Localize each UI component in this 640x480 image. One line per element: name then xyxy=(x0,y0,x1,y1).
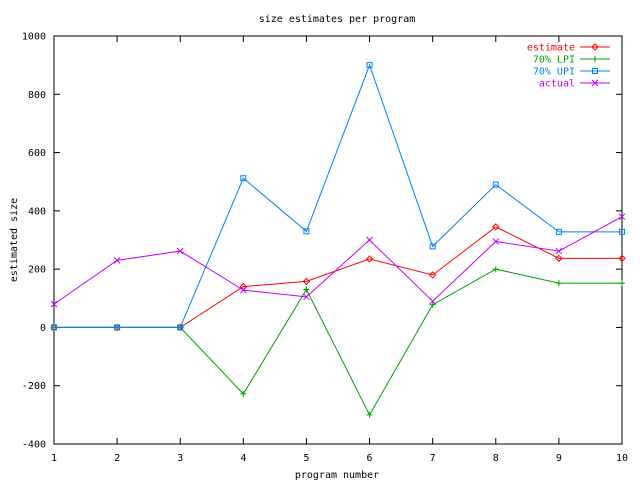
x-tick-label: 10 xyxy=(616,453,628,464)
data-point xyxy=(492,223,500,231)
series-3 xyxy=(50,213,626,308)
legend-label: actual xyxy=(539,79,575,90)
data-point xyxy=(492,181,499,188)
x-tick-label: 9 xyxy=(556,453,562,464)
data-point xyxy=(492,266,499,273)
data-point xyxy=(555,247,563,255)
legend-marker xyxy=(592,68,598,74)
legend-item: estimate xyxy=(527,43,610,54)
data-point xyxy=(428,271,437,279)
y-tick-label: -200 xyxy=(22,381,46,392)
legend-item: 70% LPI xyxy=(533,55,610,66)
y-tick-label: 600 xyxy=(28,148,46,159)
data-point xyxy=(176,247,184,255)
data-point xyxy=(302,277,311,286)
y-tick-label: 0 xyxy=(40,323,46,334)
axes: 1 2 3 4 5 6 7 8 9 10 -400 -200 0 200 400 600 800 1000 xyxy=(22,32,628,465)
x-axis-label: program number xyxy=(295,470,379,480)
y-tick-label: 800 xyxy=(28,90,46,101)
series-line xyxy=(54,63,622,328)
y-tick-label: 400 xyxy=(28,206,46,217)
data-point xyxy=(366,236,373,244)
legend-marker xyxy=(592,56,598,62)
data-point xyxy=(365,255,374,263)
data-point xyxy=(303,228,310,235)
legend-label: estimate xyxy=(527,43,575,54)
series-layer xyxy=(50,62,626,418)
data-point xyxy=(618,213,626,221)
data-point xyxy=(555,254,563,263)
data-point xyxy=(240,390,247,397)
data-point xyxy=(51,324,57,331)
x-tick-label: 3 xyxy=(177,453,183,464)
data-point xyxy=(240,175,247,182)
series-line xyxy=(54,268,622,416)
series-0 xyxy=(50,223,626,332)
data-point xyxy=(555,280,562,287)
x-tick-label: 4 xyxy=(240,453,246,464)
y-tick-label: 200 xyxy=(28,265,46,276)
data-point xyxy=(303,286,310,293)
x-tick-label: 5 xyxy=(303,453,309,464)
y-axis-label: estimated size xyxy=(9,198,20,282)
data-point xyxy=(429,301,436,308)
x-tick-label: 8 xyxy=(493,453,499,464)
x-tick-label: 7 xyxy=(430,453,436,464)
legend-item: 70% UPI xyxy=(533,67,610,78)
legend-item: actual xyxy=(539,79,610,90)
data-point xyxy=(50,300,58,308)
data-point xyxy=(303,293,310,301)
x-tick-label: 1 xyxy=(51,453,57,464)
plot-area-frame xyxy=(53,35,623,445)
data-point xyxy=(492,238,500,245)
data-point xyxy=(113,257,121,264)
data-point xyxy=(429,243,436,250)
y-tick-label: -400 xyxy=(22,440,46,451)
data-point xyxy=(618,254,626,263)
x-tick-label: 2 xyxy=(114,453,120,464)
data-point xyxy=(366,62,373,69)
data-point xyxy=(177,324,184,331)
data-point xyxy=(114,324,121,331)
chart-title: size estimates per program xyxy=(259,14,416,25)
data-point xyxy=(239,286,247,294)
data-point xyxy=(555,228,562,235)
legend-label: 70% UPI xyxy=(533,67,575,78)
data-point xyxy=(366,411,373,418)
legend-marker xyxy=(591,43,599,51)
legend-marker xyxy=(591,79,599,87)
legend-label: 70% LPI xyxy=(533,55,575,66)
series-2 xyxy=(51,62,625,331)
series-1 xyxy=(51,266,625,418)
data-point xyxy=(619,228,625,235)
data-point xyxy=(619,280,625,287)
data-point xyxy=(429,297,437,305)
y-tick-label: 1000 xyxy=(22,32,46,43)
series-line xyxy=(54,226,622,328)
x-tick-label: 6 xyxy=(367,453,373,464)
series-line xyxy=(53,216,623,305)
